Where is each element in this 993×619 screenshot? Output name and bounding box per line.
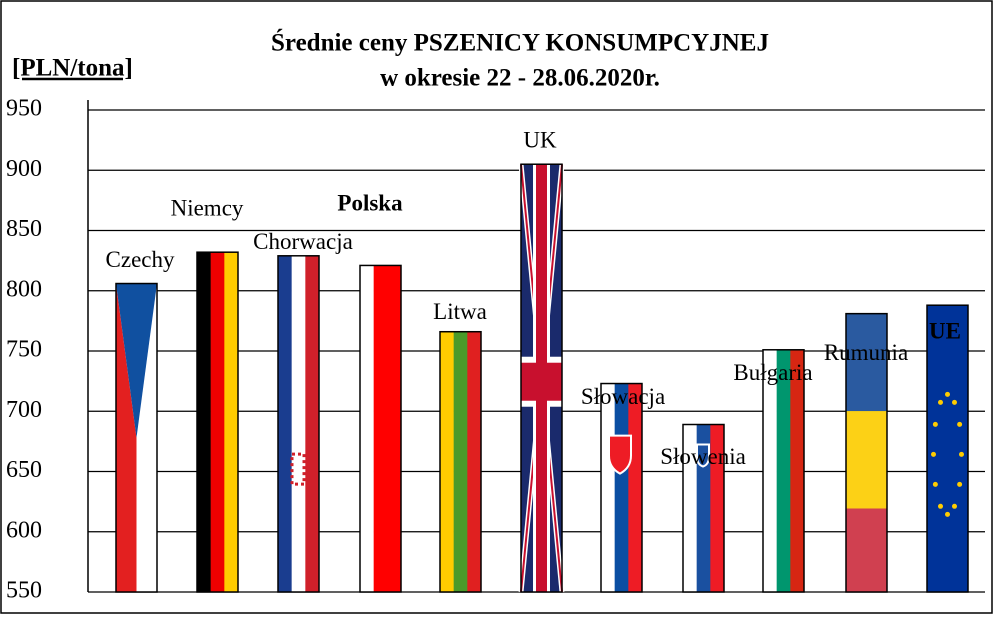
bar-flag <box>601 383 643 592</box>
flag-stripe <box>846 508 887 593</box>
bar-flag <box>927 305 968 592</box>
flag-stripe <box>628 383 643 592</box>
flag-stripe <box>224 252 239 592</box>
flag-star <box>932 481 938 487</box>
category-label: Chorwacja <box>253 229 353 254</box>
y-tick-label: 600 <box>6 517 42 543</box>
flag-stripe <box>291 255 306 592</box>
bar <box>600 382 643 593</box>
bar-flag <box>197 252 239 592</box>
category-label: Rumunia <box>824 340 908 365</box>
bar <box>439 330 482 593</box>
y-tick-label: 700 <box>6 397 42 423</box>
y-tick-label: 850 <box>6 216 42 242</box>
y-tick-label: 800 <box>6 276 42 302</box>
flag-stripe <box>710 424 725 592</box>
flag-stripe <box>440 331 454 592</box>
flag-stripe <box>696 424 711 592</box>
flag-stripe <box>683 424 697 592</box>
flag-emblem <box>608 434 632 475</box>
flag-stripe <box>453 331 468 592</box>
y-axis-label: [PLN/tona] <box>12 55 133 82</box>
flag-star <box>957 481 963 487</box>
flag-stripe <box>210 252 225 592</box>
flag-stripe <box>305 255 320 592</box>
flag-star <box>945 391 950 397</box>
bar-flag <box>683 424 725 592</box>
category-label: UE <box>929 318 961 343</box>
flag-shape <box>116 283 137 592</box>
bar <box>682 423 725 593</box>
flag-star <box>957 421 963 427</box>
flag-stripe <box>927 305 968 592</box>
bar <box>926 304 969 593</box>
flag-star <box>938 399 943 405</box>
bar-flag <box>518 163 565 593</box>
bar <box>196 251 239 593</box>
chart-title: Średnie ceny PSZENICY KONSUMPCYJNEJ <box>271 29 769 57</box>
flag-stripe <box>776 349 791 592</box>
flag-stripe <box>763 349 777 592</box>
flag-star <box>952 399 957 405</box>
bar-flag <box>116 283 157 592</box>
flag-star <box>931 451 936 457</box>
flag-emblem <box>696 443 710 468</box>
category-label: Niemcy <box>171 195 244 220</box>
flag-stripe <box>601 383 615 592</box>
bar-flag <box>440 331 482 592</box>
flag-star <box>959 451 964 457</box>
flag-stripe <box>278 255 292 592</box>
category-label: Bułgaria <box>733 360 812 385</box>
flag-stripe <box>790 349 805 592</box>
flag-stripe <box>373 265 388 592</box>
bar-flag <box>846 313 887 593</box>
category-label: Słowenia <box>660 444 746 469</box>
bar-flag <box>278 255 320 592</box>
bar <box>115 282 158 593</box>
category-label: Czechy <box>106 247 175 272</box>
flag-star <box>932 421 938 427</box>
bar <box>277 255 320 593</box>
flag-star <box>945 511 950 517</box>
chart-subtitle: w okresie 22 - 28.06.2020r. <box>380 65 660 92</box>
bar <box>359 264 402 593</box>
flag-stripe <box>387 265 402 592</box>
flag-stripe <box>467 331 482 592</box>
flag-stripe <box>614 383 629 592</box>
category-label: UK <box>523 128 557 153</box>
flag-stripe <box>846 313 887 412</box>
flag-emblem <box>290 452 306 486</box>
flag-star <box>952 503 957 509</box>
bar <box>845 312 888 593</box>
flag-stripe <box>360 265 374 592</box>
flag-star <box>938 503 943 509</box>
flag-shape <box>116 283 157 438</box>
y-tick-label: 750 <box>6 337 42 363</box>
bar-flag <box>360 265 402 592</box>
bar-flag <box>763 349 805 592</box>
bar <box>520 163 563 593</box>
category-label: Litwa <box>433 299 487 324</box>
y-tick-label: 650 <box>6 457 42 483</box>
y-tick-label: 900 <box>6 156 42 182</box>
category-label: Słowacja <box>581 384 665 409</box>
bar <box>762 349 805 593</box>
y-tick-label: 550 <box>6 578 42 604</box>
y-tick-label: 950 <box>6 96 42 122</box>
flag-stripe <box>197 252 211 592</box>
category-label: Polska <box>337 191 403 216</box>
flag-shape <box>521 362 562 401</box>
flag-stripe <box>846 411 887 509</box>
